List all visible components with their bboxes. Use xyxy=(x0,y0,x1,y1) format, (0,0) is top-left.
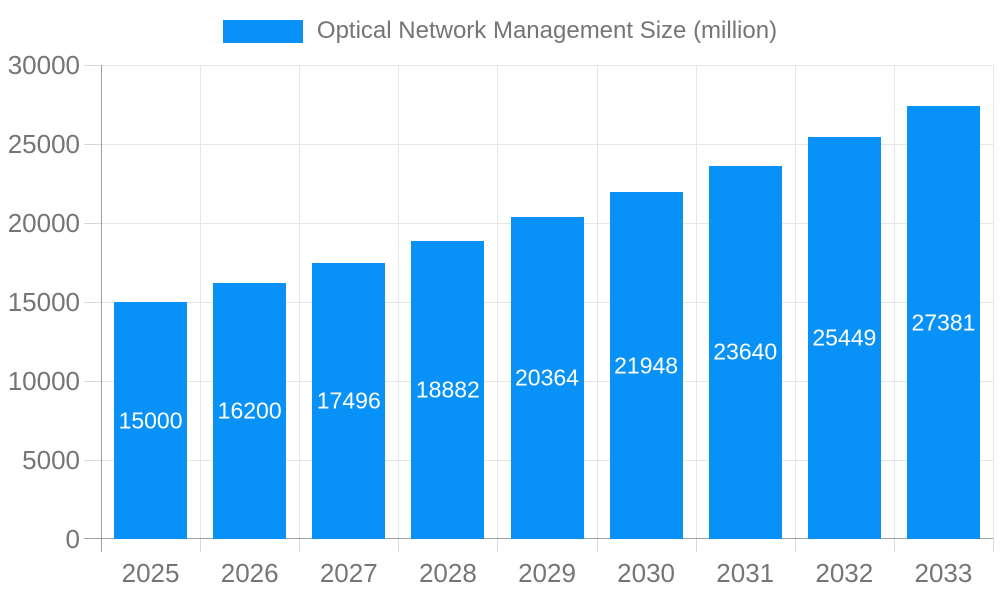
y-axis-line xyxy=(101,65,102,552)
y-axis-tick-label: 25000 xyxy=(7,129,80,159)
v-gridline xyxy=(695,65,697,539)
v-gridline xyxy=(497,65,499,539)
h-gridline xyxy=(101,65,993,66)
v-gridline xyxy=(993,65,994,539)
bar-value-label: 21948 xyxy=(614,352,679,379)
x-axis-tick-label: 2028 xyxy=(418,558,477,588)
x-axis-tick xyxy=(299,539,301,552)
h-gridline xyxy=(101,144,993,145)
bar-value-label: 23640 xyxy=(713,338,778,365)
x-axis-tick-label: 2029 xyxy=(518,558,576,588)
bar-value-label: 20364 xyxy=(515,364,579,391)
y-axis-tick xyxy=(84,460,101,461)
x-axis-tick xyxy=(695,539,697,552)
x-axis-tick xyxy=(596,539,598,552)
bar: 18882 xyxy=(411,240,485,539)
x-axis-tick xyxy=(497,539,499,552)
x-axis-tick-label: 2025 xyxy=(121,558,180,588)
y-axis-tick xyxy=(84,144,101,145)
bar-value-label: 16200 xyxy=(217,397,282,424)
y-axis-tick xyxy=(84,302,101,303)
bar: 21948 xyxy=(609,192,683,539)
bar: 15000 xyxy=(114,302,188,539)
x-axis-tick xyxy=(398,539,400,552)
legend-label: Optical Network Management Size (million… xyxy=(316,17,778,44)
x-axis-tick-label: 2030 xyxy=(617,558,676,588)
chart-legend: Optical Network Management Size (million… xyxy=(0,17,1000,44)
x-axis-tick-label: 2031 xyxy=(716,558,775,588)
bar-value-label: 25449 xyxy=(812,324,877,351)
x-axis-tick xyxy=(993,539,994,552)
x-axis-tick xyxy=(794,539,796,552)
y-axis-tick-label: 20000 xyxy=(7,208,80,238)
bar-value-label: 15000 xyxy=(118,407,183,433)
bar: 20364 xyxy=(510,217,584,539)
x-axis-tick-label: 2027 xyxy=(319,558,378,588)
x-axis-tick-label: 2026 xyxy=(220,558,279,588)
v-gridline xyxy=(200,65,202,539)
v-gridline xyxy=(398,65,400,539)
y-axis-tick-label: 15000 xyxy=(7,287,80,317)
bar: 16200 xyxy=(213,283,287,539)
x-axis-tick xyxy=(893,539,895,552)
y-axis-tick xyxy=(84,381,101,382)
y-axis-tick-label: 0 xyxy=(65,524,80,554)
y-axis-tick-label: 5000 xyxy=(22,445,80,475)
legend-swatch xyxy=(222,19,303,43)
bar: 23640 xyxy=(708,165,782,539)
x-axis-tick-label: 2032 xyxy=(815,558,874,588)
bar: 17496 xyxy=(312,262,386,539)
plot-area: 15000 16200 17496 18882 20364 21948 23640 25449… xyxy=(84,65,994,552)
v-gridline xyxy=(893,65,895,539)
bar: 27381 xyxy=(906,106,980,539)
x-axis-tick xyxy=(200,539,202,552)
v-gridline xyxy=(299,65,301,539)
y-axis-tick-label: 10000 xyxy=(7,366,80,396)
bar-value-label: 27381 xyxy=(911,309,976,336)
y-axis-tick xyxy=(84,65,101,66)
bar-value-label: 17496 xyxy=(316,387,381,414)
bar-value-label: 18882 xyxy=(415,376,480,403)
x-axis-tick-label: 2033 xyxy=(914,558,973,588)
y-axis-tick xyxy=(84,223,101,224)
v-gridline xyxy=(794,65,796,539)
v-gridline xyxy=(596,65,598,539)
y-axis-tick-label: 30000 xyxy=(7,50,80,80)
bar: 25449 xyxy=(807,136,881,539)
